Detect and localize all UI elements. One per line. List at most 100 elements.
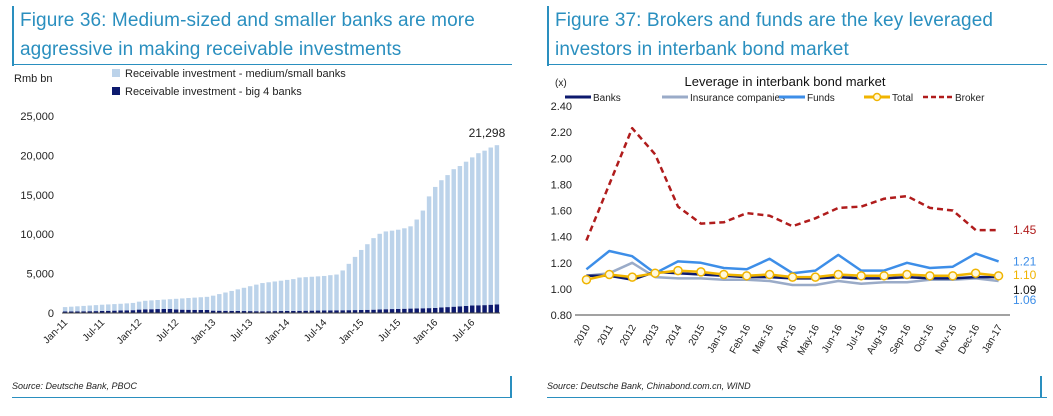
bar-medium-small-banks <box>303 277 308 311</box>
legend-label: Receivable investment - medium/small ban… <box>125 68 346 80</box>
bar-medium-small-banks <box>433 186 438 308</box>
bar-big4-banks <box>451 306 456 313</box>
x-tick-label: 2014 <box>664 323 685 348</box>
x-tick-label: 2012 <box>618 323 639 348</box>
y-tick-label: 2.40 <box>551 101 572 113</box>
legend-marker <box>872 92 882 102</box>
bar-big4-banks <box>254 311 259 313</box>
figure-36-chart: Rmb bn 25,000 20,000 15,000 10,000 5,000 0 Rece… <box>14 68 506 347</box>
bar-medium-small-banks <box>334 274 339 311</box>
bar-big4-banks <box>395 308 401 313</box>
end-label-funds: 1.21 <box>1013 254 1037 268</box>
x-tick-label: Jan-11 <box>41 317 70 346</box>
legend-label: Total <box>892 93 913 104</box>
figure-36-title-rule <box>12 64 512 65</box>
bar-medium-small-banks <box>328 275 333 311</box>
bar-medium-small-banks <box>69 306 74 312</box>
bar-medium-small-banks <box>414 219 419 309</box>
bar-big4-banks <box>328 310 333 313</box>
bar-big4-banks <box>389 309 395 313</box>
bar-big4-banks <box>272 311 278 313</box>
total-marker <box>993 271 1004 281</box>
total-marker <box>879 271 889 281</box>
bar-medium-small-banks <box>260 283 265 312</box>
bar-big4-banks <box>445 307 450 313</box>
bar-big4-banks <box>149 309 154 313</box>
bar-big4-banks <box>130 310 136 313</box>
bar-medium-small-banks <box>210 295 216 311</box>
bar-medium-small-banks <box>235 289 241 311</box>
bar-big4-banks <box>124 310 129 313</box>
bar-medium-small-banks <box>254 284 259 312</box>
x-tick-label: 2010 <box>572 323 593 348</box>
bar-big4-banks <box>99 310 105 313</box>
bar-medium-small-banks <box>352 256 358 311</box>
bar-medium-small-banks <box>112 304 117 311</box>
bar-medium-small-banks <box>408 226 413 309</box>
y-tick-label: 1.80 <box>551 179 572 191</box>
bar-medium-small-banks <box>136 301 142 310</box>
bar-medium-small-banks <box>167 299 173 309</box>
bar-medium-small-banks <box>278 280 284 312</box>
bar-medium-small-banks <box>494 145 500 305</box>
legend-label: Broker <box>955 93 985 104</box>
end-label-broker: 1.45 <box>1013 223 1037 237</box>
bar-medium-small-banks <box>198 297 204 310</box>
figure-36-source: Source: Deutsche Bank, PBOC <box>12 381 138 391</box>
bar-medium-small-banks <box>155 299 160 310</box>
bar-medium-small-banks <box>99 304 105 311</box>
bar-medium-small-banks <box>229 290 234 311</box>
bar-big4-banks <box>346 310 352 313</box>
total-marker <box>787 272 798 282</box>
bar-big4-banks <box>297 310 302 313</box>
bar-medium-small-banks <box>488 147 493 305</box>
x-tick-label: Jan-12 <box>115 317 145 347</box>
end-label-total: 1.10 <box>1013 268 1037 282</box>
bar-medium-small-banks <box>87 305 92 312</box>
bar-big4-banks <box>352 310 358 313</box>
bar-big4-banks <box>358 310 364 313</box>
figure-36-source-rule <box>12 397 512 398</box>
y-tick-label: 2.20 <box>551 127 572 139</box>
bar-big4-banks <box>186 309 191 313</box>
bar-medium-small-banks <box>420 210 426 309</box>
bar-medium-small-banks <box>358 249 364 311</box>
bar-medium-small-banks <box>247 286 253 312</box>
bar-medium-small-banks <box>395 229 401 309</box>
x-tick-label: 2011 <box>596 323 616 348</box>
x-tick-label: Jan-14 <box>263 317 293 347</box>
figure-37-title-line-2: investors in interbank bond market <box>555 39 849 60</box>
figure-37-source-rule <box>547 397 1047 398</box>
total-marker <box>833 269 844 280</box>
chart-title: Leverage in interbank bond market <box>685 74 886 89</box>
total-marker <box>948 271 958 281</box>
last-value-data-label: 21,298 <box>469 126 506 140</box>
bar-medium-small-banks <box>371 238 376 310</box>
bar-medium-small-banks <box>470 157 475 306</box>
figure-37-title-bar: Figure 37: Brokers and funds are the key… <box>547 6 1049 66</box>
bar-medium-small-banks <box>340 270 345 311</box>
bar-medium-small-banks <box>93 305 99 312</box>
x-tick-label: Jul-14 <box>302 317 329 344</box>
bar-medium-small-banks <box>62 307 68 312</box>
bar-medium-small-banks <box>297 277 302 311</box>
figure-37-source: Source: Deutsche Bank, Chinabond.com.cn,… <box>547 381 751 391</box>
bar-medium-small-banks <box>426 196 432 309</box>
y-tick-label: 5,000 <box>26 269 54 281</box>
x-tick-label: Jan-13 <box>189 317 219 347</box>
x-tick-label: 2013 <box>641 323 662 348</box>
bar-big4-banks <box>241 311 247 313</box>
bar-big4-banks <box>291 310 296 313</box>
figure-36-title-line-1: Figure 36: Medium-sized and smaller bank… <box>20 10 475 31</box>
end-label-insurance-companies: 1.06 <box>1013 293 1037 307</box>
end-label-banks: 1.09 <box>1013 283 1037 297</box>
bar-medium-small-banks <box>106 304 111 311</box>
bar-medium-small-banks <box>383 231 389 310</box>
bar-big4-banks <box>402 308 407 313</box>
legend-label: Insurance companies <box>690 93 785 104</box>
bar-medium-small-banks <box>445 175 450 308</box>
bar-big4-banks <box>334 310 339 313</box>
total-marker <box>650 268 660 278</box>
total-marker <box>856 271 866 281</box>
bar-big4-banks <box>173 309 179 313</box>
